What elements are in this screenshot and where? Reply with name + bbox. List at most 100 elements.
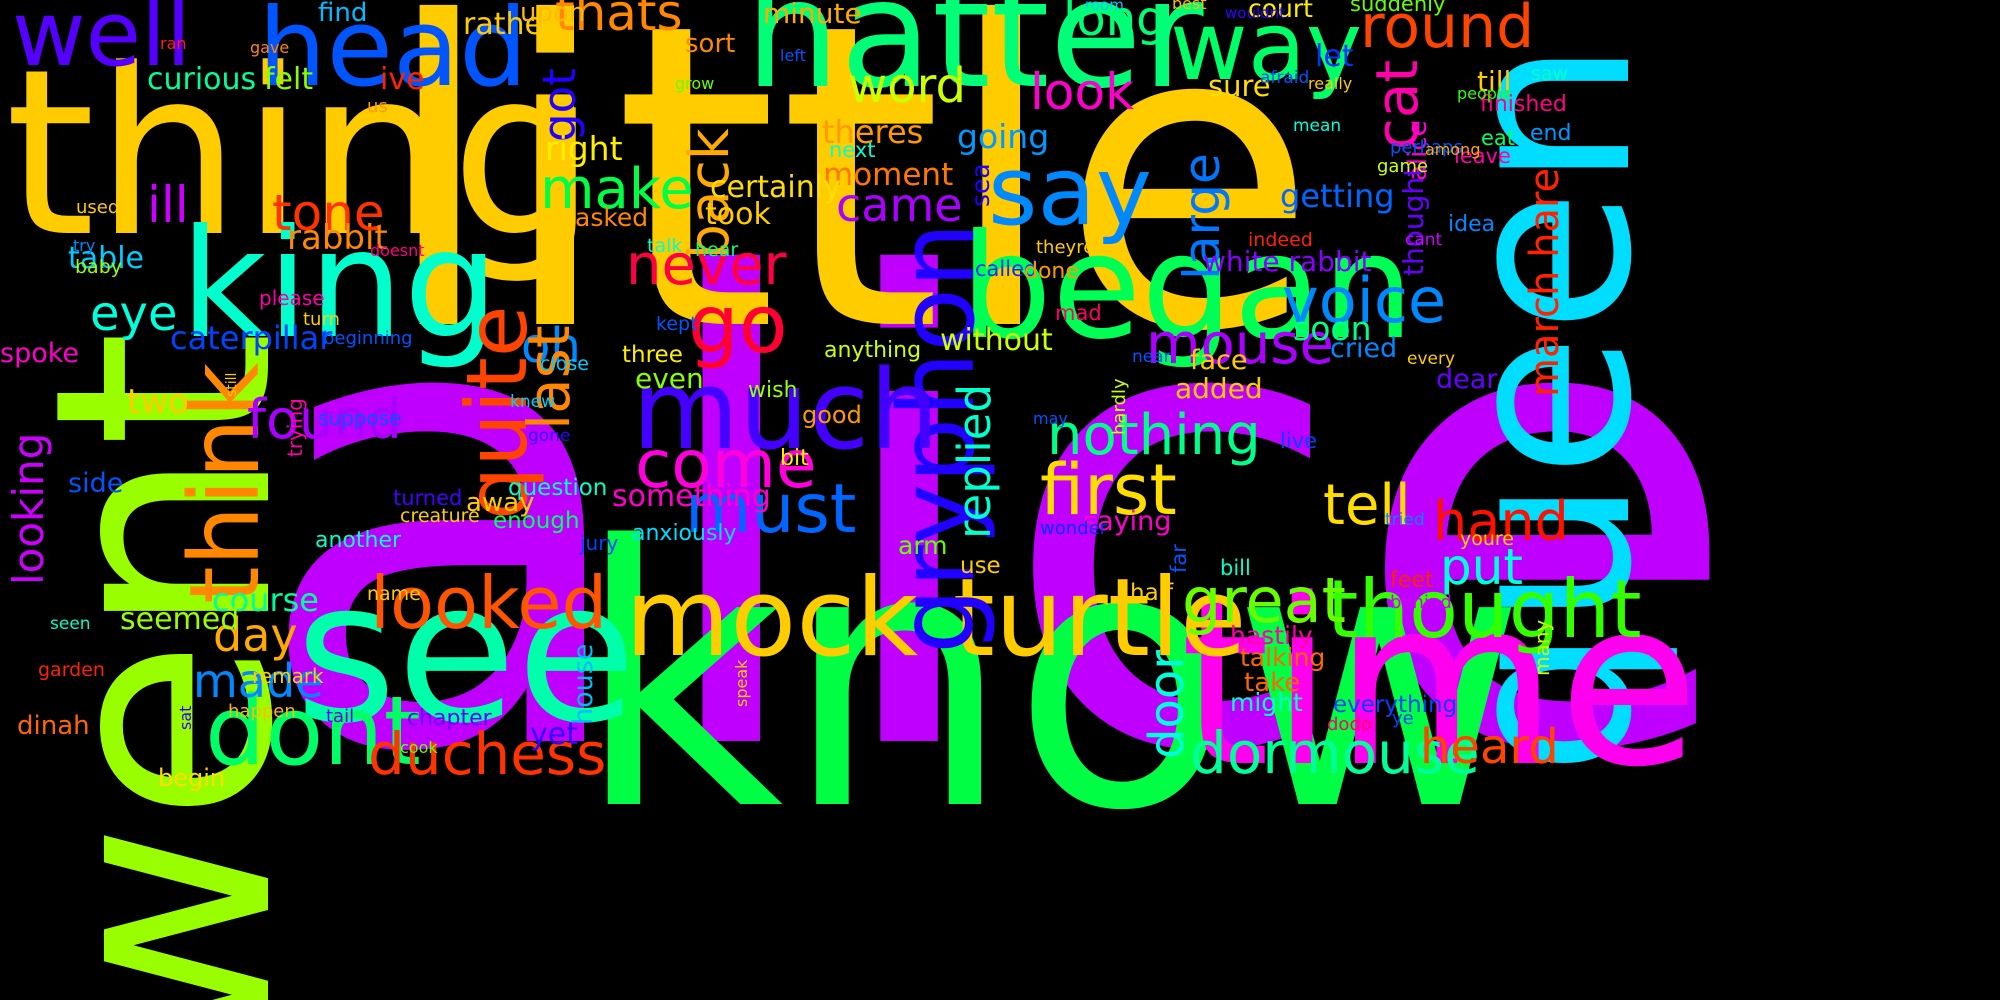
word-even: even <box>635 362 704 395</box>
word-upon: upon <box>520 0 586 28</box>
word-long: long <box>1063 0 1167 47</box>
word-come: come <box>635 426 817 503</box>
word-leave: leave <box>1454 144 1511 168</box>
word-wouldnt: wouldnt <box>1225 4 1286 22</box>
word-half: half <box>1130 580 1174 606</box>
word-name: name <box>367 583 421 605</box>
word-dear: dear <box>1436 364 1498 395</box>
word-away: away <box>466 488 535 518</box>
word-suddenly: suddenly <box>1350 0 1446 16</box>
word-see: see <box>295 539 637 766</box>
word-best: best <box>1172 0 1207 13</box>
word-end: end <box>1530 121 1572 146</box>
word-dinah: dinah <box>17 711 90 741</box>
word-without: without <box>940 323 1053 358</box>
word-cook: cook <box>400 738 438 757</box>
word-asked: asked <box>575 203 649 232</box>
word-talk: talk <box>647 235 683 257</box>
word-find: find <box>318 0 368 28</box>
word-mouse: mouse <box>1146 312 1334 377</box>
word-last: last <box>515 325 583 430</box>
word-duchess: duchess <box>368 720 607 788</box>
word-heard: heard <box>1420 719 1559 775</box>
word-anxiously: anxiously <box>632 521 737 546</box>
word-tail: tail <box>326 706 355 727</box>
word-another: another <box>315 528 402 553</box>
word-alice: alice <box>250 147 1744 892</box>
word-feet: feet <box>1390 568 1434 593</box>
word-day: day <box>213 608 298 662</box>
word-used: used <box>76 197 120 218</box>
word-please: please <box>259 286 325 310</box>
word-speak: speak <box>732 659 751 707</box>
word-march-hare: march hare <box>1522 167 1568 397</box>
word-make: make <box>540 157 694 222</box>
word-jury: jury <box>580 531 619 555</box>
word-course: course <box>212 581 319 619</box>
word-finished: finished <box>1480 92 1567 117</box>
word-close: close <box>540 353 589 375</box>
word-gone: gone <box>528 426 571 446</box>
word-bill: bill <box>1220 556 1251 580</box>
word-getting: getting <box>1280 177 1395 215</box>
word-let: let <box>1315 39 1354 74</box>
word-seen: seen <box>50 614 91 634</box>
word-knew: knew <box>510 392 555 412</box>
word-began: began <box>960 203 1415 372</box>
word-gave: gave <box>250 38 290 57</box>
word-good: good <box>802 401 862 429</box>
word-hear: hear <box>695 239 739 261</box>
word-live: live <box>1280 429 1318 453</box>
word-many: many <box>1530 619 1554 676</box>
word-next: next <box>829 138 876 162</box>
word-sure: sure <box>1208 69 1271 103</box>
word-rather: rather <box>463 7 556 42</box>
word-remark: remark <box>252 664 324 688</box>
word-came: came <box>836 178 963 232</box>
word-afraid: afraid <box>1260 68 1310 88</box>
word-far: far <box>1167 544 1191 573</box>
word-hastily: hastily <box>1230 621 1313 650</box>
word-every: every <box>1407 349 1456 369</box>
word-took: took <box>705 197 771 232</box>
word-people: people <box>1457 84 1512 103</box>
word-saying: saying <box>1083 506 1172 537</box>
word-everything: everything <box>1333 692 1458 718</box>
word-much: much <box>632 346 940 474</box>
word-dodo: dodo <box>1327 714 1372 735</box>
word-yet: yet <box>530 717 578 752</box>
word-felt: felt <box>264 62 314 97</box>
word-still: still <box>224 372 240 397</box>
word-mean: mean <box>1293 116 1342 136</box>
word-may: may <box>1033 409 1068 428</box>
word-going: going <box>957 117 1050 156</box>
word-three: three <box>622 342 683 368</box>
word-sea: sea <box>966 163 995 207</box>
word-ill: ill <box>147 176 189 234</box>
word-tone: tone <box>272 184 385 242</box>
word-face: face <box>1190 345 1248 376</box>
word-looking: looking <box>4 432 53 585</box>
word-perhaps: perhaps <box>1390 137 1463 158</box>
word-might: might <box>1230 688 1303 717</box>
word-among: among <box>1425 140 1481 159</box>
word-court: court <box>1248 0 1313 23</box>
word-side: side <box>68 468 124 499</box>
word-tell: tell <box>1323 473 1411 538</box>
word-done: done <box>1024 259 1079 284</box>
word-two: two <box>127 382 189 422</box>
word-nothing: nothing <box>1047 403 1261 468</box>
word-right: right <box>545 129 623 168</box>
word-great: great <box>1182 564 1346 637</box>
word-seemed: seemed <box>120 602 240 637</box>
word-indeed: indeed <box>1248 229 1313 251</box>
word-door: door <box>1139 650 1195 759</box>
word-thought: thought <box>1327 563 1642 656</box>
word-hatter: hatter <box>745 0 1204 122</box>
word-dont: dont <box>205 677 421 787</box>
word-house: house <box>568 643 599 725</box>
word-us: us <box>367 96 388 117</box>
word-round: round <box>1360 0 1535 62</box>
word-room: room <box>1085 0 1124 14</box>
